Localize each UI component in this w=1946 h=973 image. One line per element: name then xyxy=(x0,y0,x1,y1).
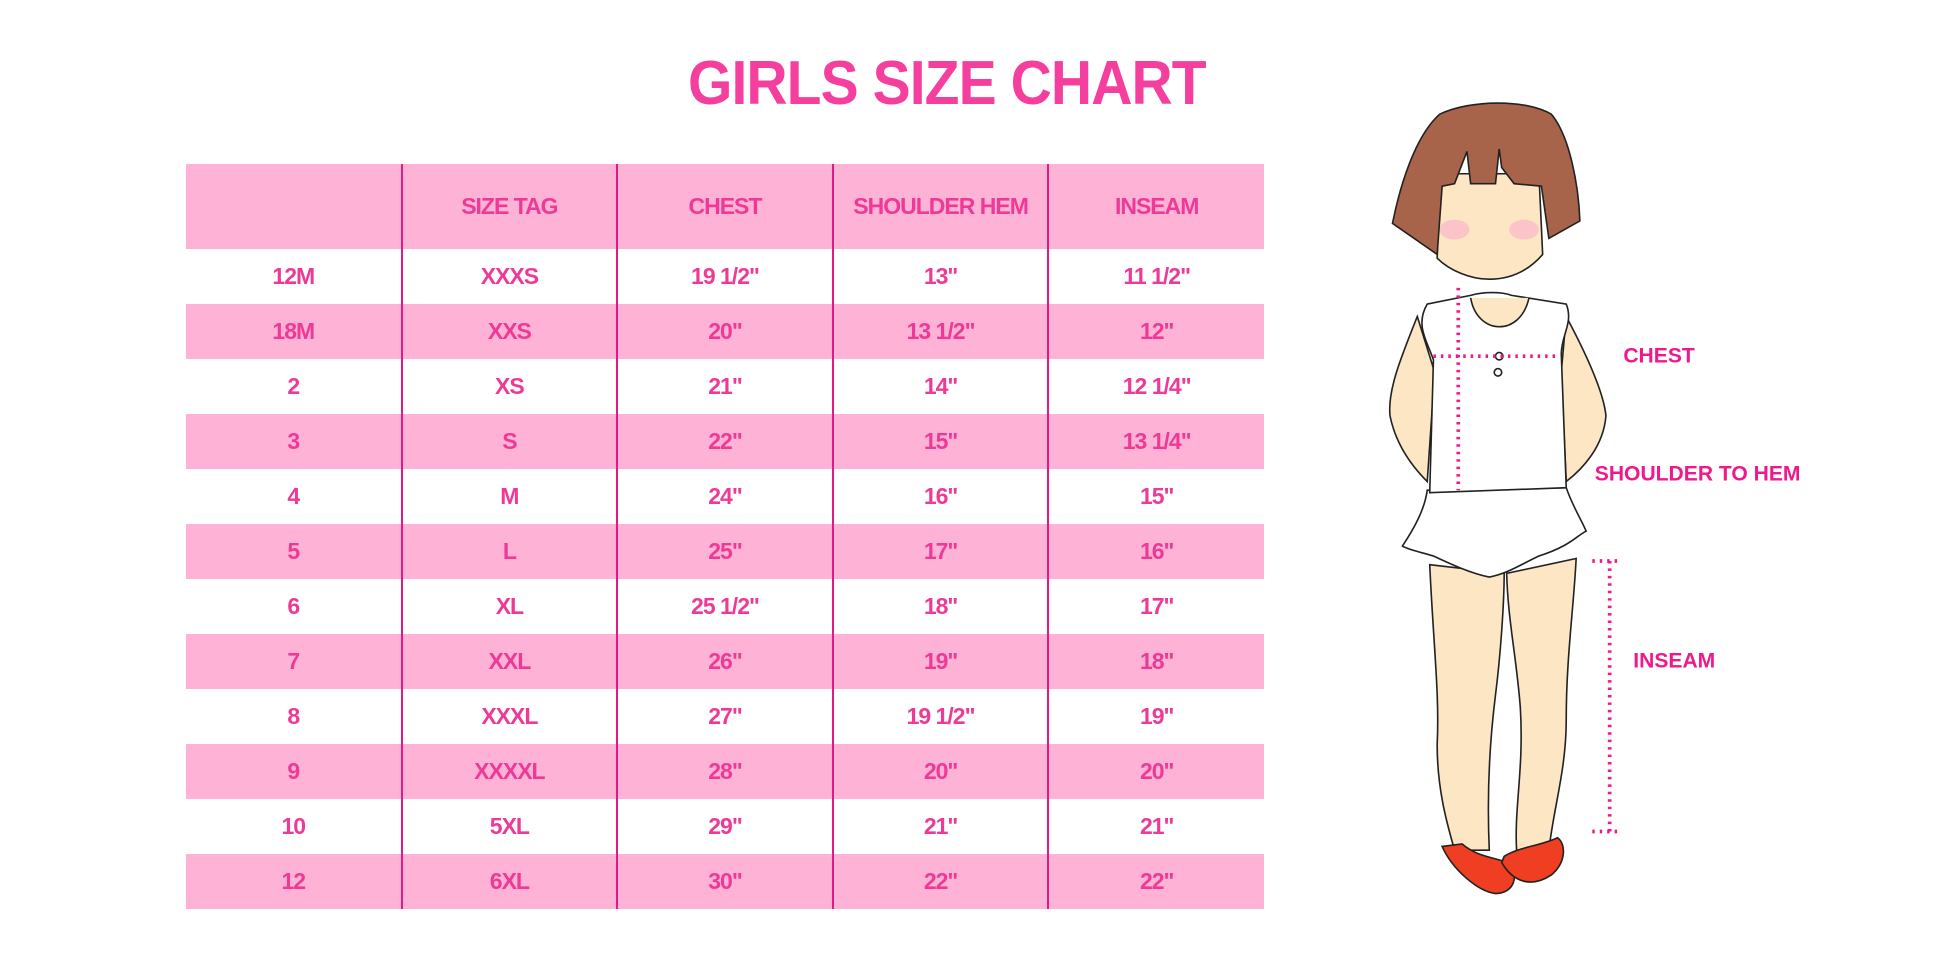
table-cell: 24" xyxy=(616,469,833,524)
table-cell: 22" xyxy=(1047,854,1264,909)
table-cell: 20" xyxy=(831,744,1049,799)
table-row: 12M XXXS 19 1/2" 13" 11 1/2" xyxy=(186,249,1264,304)
table-cell: 19" xyxy=(1047,689,1264,744)
chest-label: CHEST xyxy=(1623,344,1695,367)
shirt-collar xyxy=(1469,297,1530,328)
table-cell: 18" xyxy=(1047,634,1264,689)
table-cell: 5XL xyxy=(400,799,618,854)
shoulder-label: SHOULDER TO HEM xyxy=(1595,462,1801,485)
bloomers xyxy=(1401,486,1588,578)
right-leg xyxy=(1505,557,1578,851)
table-row: 6 XL 25 1/2" 18" 17" xyxy=(186,579,1264,634)
column-header: CHEST xyxy=(616,164,833,249)
right-arm xyxy=(1560,313,1607,484)
left-arm xyxy=(1388,314,1436,484)
table-cell: 10 xyxy=(281,813,307,839)
table-cell: 22" xyxy=(831,854,1049,909)
table-cell: 11 1/2" xyxy=(1047,249,1264,304)
table-cell: 12" xyxy=(1047,304,1264,359)
table-row: 8 XXXL 27" 19 1/2" 19" xyxy=(186,689,1264,744)
table-row: 5 L 25" 17" 16" xyxy=(186,524,1264,579)
column-header: SIZE TAG xyxy=(400,164,618,249)
table-cell: 21" xyxy=(1047,799,1264,854)
table-cell: 12 1/4" xyxy=(1047,359,1264,414)
table-cell: 2 xyxy=(287,373,300,399)
table-cell: 14" xyxy=(831,359,1049,414)
table-cell: 25" xyxy=(616,524,833,579)
size-chart-table: SIZE TAG CHEST SHOULDER HEM INSEAM 12M XXXS 1… xyxy=(186,164,1264,909)
right-shoe xyxy=(1500,836,1565,883)
table-row: 9 XXXXL 28" 20" 20" xyxy=(186,744,1264,799)
table-cell: 21" xyxy=(616,359,833,414)
table-cell: 19" xyxy=(831,634,1049,689)
table-cell: XXXXL xyxy=(400,744,618,799)
left-leg xyxy=(1428,563,1505,851)
table-cell: 8 xyxy=(287,703,300,729)
table-cell: 4 xyxy=(287,483,300,509)
table-cell: 12 xyxy=(186,854,402,909)
table-row: 12 6XL 30" 22" 22" xyxy=(186,854,1264,909)
table-cell: 26" xyxy=(616,634,833,689)
table-cell: L xyxy=(400,524,618,579)
table-cell: XL xyxy=(400,579,618,634)
table-cell: 18" xyxy=(831,579,1049,634)
table-cell: XXXS xyxy=(400,249,618,304)
table-cell: 30" xyxy=(616,854,833,909)
table-cell: 29" xyxy=(616,799,833,854)
table-cell: 18M xyxy=(186,304,402,359)
table-cell: 15" xyxy=(831,414,1049,469)
table-cell: XXL xyxy=(400,634,618,689)
table-row: 2 XS 21" 14" 12 1/4" xyxy=(186,359,1264,414)
table-cell: XXS xyxy=(400,304,618,359)
table-cell: 9 xyxy=(186,744,402,799)
left-shoe xyxy=(1440,843,1516,895)
table-cell: 27" xyxy=(616,689,833,744)
table-row: 3 S 22" 15" 13 1/4" xyxy=(186,414,1264,469)
inseam-label: INSEAM xyxy=(1633,650,1715,673)
table-row: 18M XXS 20" 13 1/2" 12" xyxy=(186,304,1264,359)
table-cell: XS xyxy=(400,359,618,414)
table-cell: 16" xyxy=(1047,524,1264,579)
table-cell: 13" xyxy=(831,249,1049,304)
table-cell: 28" xyxy=(616,744,833,799)
table-row: 10 5XL 29" 21" 21" xyxy=(186,799,1264,854)
column-header: INSEAM xyxy=(1047,164,1264,249)
table-cell: 20" xyxy=(1047,744,1264,799)
column-header xyxy=(186,164,402,249)
table-cell: 17" xyxy=(831,524,1049,579)
hair xyxy=(1391,102,1581,256)
table-row: 7 XXL 26" 19" 18" xyxy=(186,634,1264,689)
shirt xyxy=(1421,291,1570,494)
table-row: 4 M 24" 16" 15" xyxy=(186,469,1264,524)
table-cell: 13 1/2" xyxy=(831,304,1049,359)
table-cell: 12M xyxy=(272,263,315,289)
table-cell: 3 xyxy=(186,414,402,469)
table-cell: 21" xyxy=(831,799,1049,854)
table-cell: M xyxy=(400,469,618,524)
table-cell: 22" xyxy=(616,414,833,469)
table-cell: XXXL xyxy=(400,689,618,744)
table-cell: 7 xyxy=(186,634,402,689)
page-title: GIRLS SIZE CHART xyxy=(688,49,1207,118)
table-cell: 6XL xyxy=(400,854,618,909)
table-cell: 6 xyxy=(287,593,300,619)
column-header: SHOULDER HEM xyxy=(831,164,1049,249)
table-cell: 20" xyxy=(616,304,833,359)
face xyxy=(1436,172,1544,281)
table-cell: 17" xyxy=(1047,579,1264,634)
table-cell: 16" xyxy=(831,469,1049,524)
table-cell: 19 1/2" xyxy=(831,689,1049,744)
table-cell: 19 1/2" xyxy=(616,249,833,304)
table-cell: 13 1/4" xyxy=(1047,414,1264,469)
table-cell: 15" xyxy=(1047,469,1264,524)
table-cell: S xyxy=(400,414,618,469)
table-header-row: SIZE TAG CHEST SHOULDER HEM INSEAM xyxy=(186,164,1264,249)
table-cell: 5 xyxy=(186,524,402,579)
table-cell: 25 1/2" xyxy=(616,579,833,634)
